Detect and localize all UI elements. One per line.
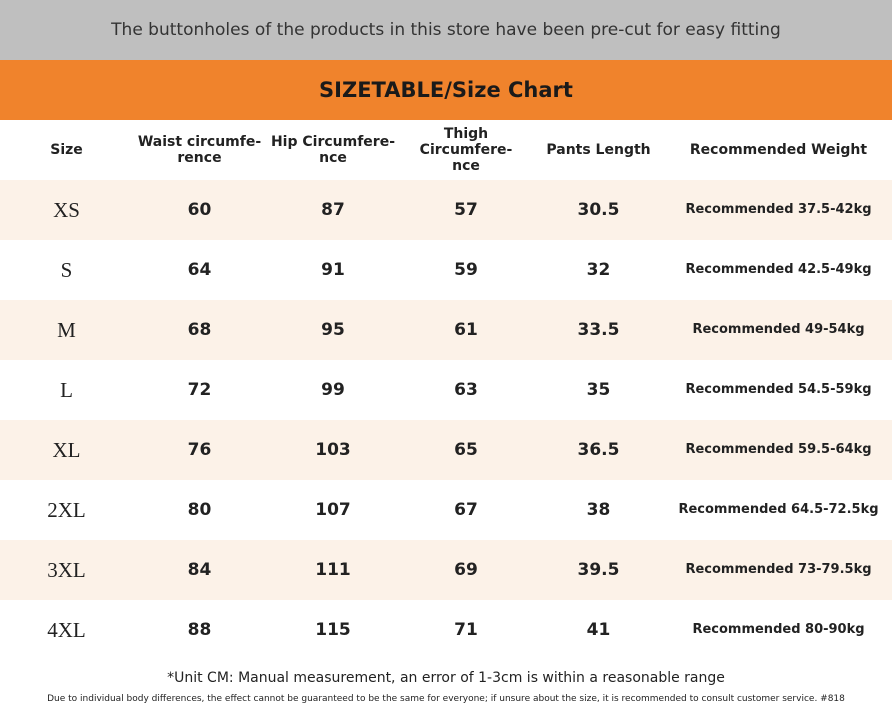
table-cell: 36.5 [577,440,620,460]
table-cell: 107 [315,500,351,520]
notice: The buttonholes of the products in this … [0,0,892,60]
table-cell: 57 [454,200,478,220]
table-cell: 99 [321,380,345,400]
table-cell: 39.5 [577,560,620,580]
table-cell: Recommended 59.5-64kg [685,442,872,457]
unit-note: *Unit CM: Manual measurement, an error o… [167,670,725,686]
table-cell: 68 [187,320,212,340]
header-row: Size Waist circumfe- rence Hip Circumfere-… [0,120,892,180]
table-cell: Recommended 54.5-59kg [685,382,872,397]
table-cell: 72 [187,380,212,400]
column-header: Thigh Circumfere- nce [419,126,513,174]
table-row: XS 60 87 57 30.5 Recommended 37.5-42kg [0,180,892,240]
table-cell: 71 [454,620,478,640]
table-cell: 111 [315,560,351,580]
table: Size Waist circumfe- rence Hip Circumfere-… [0,120,892,660]
table-cell: 33.5 [577,320,620,340]
table-cell: 76 [187,440,212,460]
table-cell: Recommended 37.5-42kg [685,202,872,217]
size-cell: L [60,378,73,402]
table-cell: 67 [454,500,478,520]
table-row: M 68 95 61 33.5 Recommended 49-54kg [0,300,892,360]
column-header: Hip Circumfere- nce [270,134,396,166]
table-cell: Recommended 49-54kg [692,322,865,337]
size-cell: XL [52,438,81,462]
column-header: Waist circumfe- rence [137,134,262,166]
table-cell: Recommended 42.5-49kg [685,262,872,277]
disclaimer: Due to individual body differences, the … [47,694,845,704]
table-cell: 88 [187,620,212,640]
table-row: S 64 91 59 32 Recommended 42.5-49kg [0,240,892,300]
table-row: 4XL 88 115 71 41 Recommended 80-90kg [0,600,892,660]
size-cell: M [57,318,76,342]
table-cell: 41 [586,620,611,640]
table-cell: 65 [454,440,478,460]
table-row: XL 76 103 65 36.5 Recommended 59.5-64kg [0,420,892,480]
table-cell: 69 [454,560,478,580]
size-cell: S [60,258,73,282]
table-cell: 64 [187,260,212,280]
column-header: Size [50,142,83,158]
size-cell: 4XL [47,618,86,642]
table-cell: 115 [315,620,351,640]
table-cell: 95 [321,320,345,340]
table-cell: Recommended 80-90kg [692,622,865,637]
table-cell: 59 [454,260,478,280]
column-header: Recommended Weight [689,142,868,158]
table-cell: 91 [321,260,345,280]
table-cell: 60 [187,200,212,220]
table-cell: 80 [187,500,212,520]
size-cell: 3XL [47,558,86,582]
table-row: 3XL 84 111 69 39.5 Recommended 73-79.5kg [0,540,892,600]
table-row: 2XL 80 107 67 38 Recommended 64.5-72.5kg [0,480,892,540]
table-row: L 72 99 63 35 Recommended 54.5-59kg [0,360,892,420]
table-cell: 38 [586,500,611,520]
table-cell: Recommended 64.5-72.5kg [678,502,879,517]
table-cell: 30.5 [577,200,620,220]
table-cell: 63 [454,380,478,400]
table-cell: 61 [454,320,478,340]
table-cell: Recommended 73-79.5kg [685,562,872,577]
table-cell: 87 [321,200,345,220]
column-header: Pants Length [546,142,651,158]
title: SIZETABLE/Size Chart [0,60,892,120]
table-cell: 84 [187,560,212,580]
table-cell: 103 [315,440,351,460]
size-cell: 2XL [47,498,86,522]
table-cell: 35 [586,380,611,400]
size-cell: XS [53,198,80,222]
table-cell: 32 [586,260,611,280]
